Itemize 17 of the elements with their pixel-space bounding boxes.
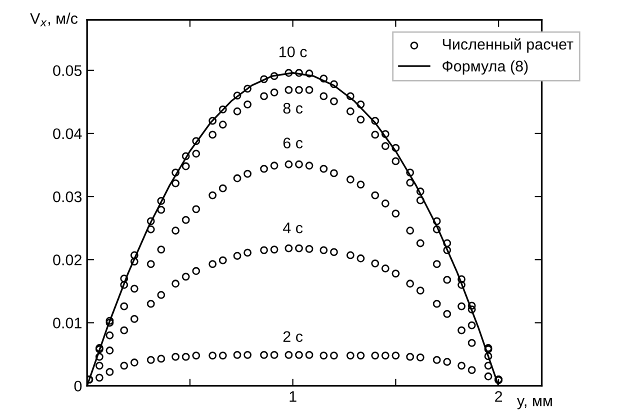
annotation: 8 с (283, 102, 303, 114)
annotation: 2 с (283, 331, 303, 342)
y-tick-label: 0.04 (53, 128, 82, 140)
legend-label: Численный расчет (442, 38, 574, 53)
legend-label: Формула (8) (442, 60, 528, 75)
x-tick-label: 2 (495, 391, 502, 402)
y-tick-label: 0.03 (53, 191, 82, 202)
y-tick-label: 0 (74, 380, 82, 392)
annotation: 6 с (283, 138, 303, 148)
x-tick-label: 1 (290, 391, 296, 402)
y-tick-label: 0.05 (53, 65, 82, 76)
y-tick-label: 0.01 (53, 318, 82, 328)
y-tick-label: 0.02 (53, 254, 82, 266)
y-axis-title: V$_{x}$, м/с (30, 12, 78, 26)
annotation: 4 с (282, 222, 303, 234)
annotation: 10 с (280, 46, 307, 58)
x-axis-title: y, мм (516, 398, 552, 410)
